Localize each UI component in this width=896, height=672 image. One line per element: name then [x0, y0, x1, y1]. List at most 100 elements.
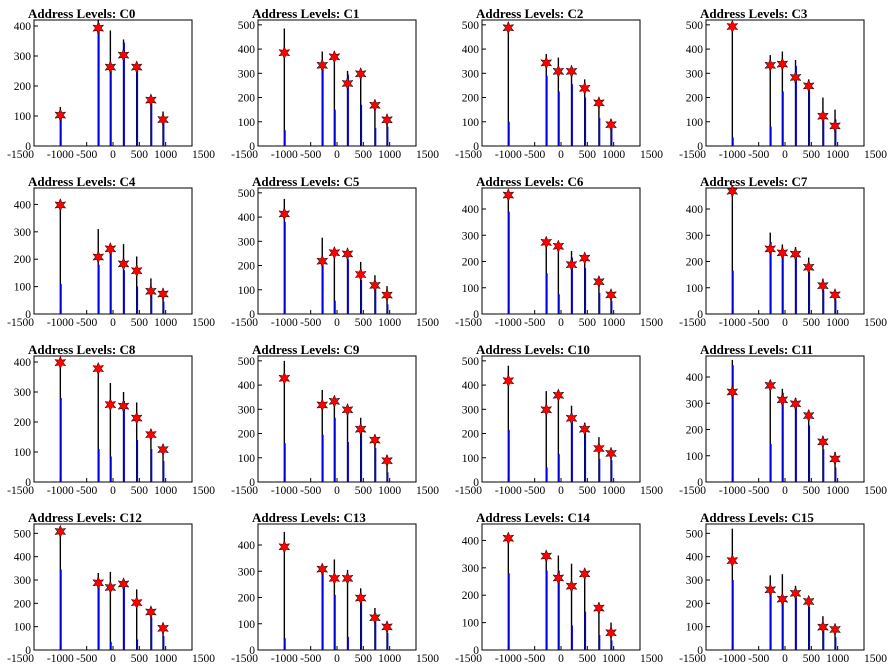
red-star-marker — [764, 582, 777, 597]
red-star-marker — [354, 267, 367, 282]
red-star-marker — [316, 58, 329, 73]
red-star-marker — [92, 575, 105, 590]
y-tick-label: 200 — [238, 429, 256, 441]
red-star-marker — [502, 373, 515, 388]
plot-frame — [481, 355, 641, 483]
x-tick-label: 1500 — [864, 485, 887, 497]
red-star-marker — [316, 254, 329, 269]
red-star-marker — [144, 427, 157, 442]
plot-frame — [33, 19, 193, 147]
plot-frame — [481, 19, 641, 147]
chart-plot: 0 100 200 300 400 500 -1500 -1000 -500 0 500 1000 15… — [7, 523, 215, 665]
red-star-marker — [157, 112, 169, 127]
y-tick-label: 200 — [238, 261, 256, 273]
red-star-marker — [726, 19, 739, 34]
x-tick-label: 1000 — [378, 653, 401, 665]
y-tick-label: 0 — [473, 141, 479, 153]
x-tick-label: 1500 — [416, 653, 439, 665]
x-tick-label: 500 — [355, 653, 373, 665]
chart-panel: 0 100 200 300 400 -1500 -1000 -500 0 500 1000 1500 A… — [672, 336, 896, 504]
x-tick-label: -1500 — [679, 149, 706, 161]
x-tick-label: 1500 — [640, 149, 663, 161]
x-tick-label: 1000 — [826, 149, 849, 161]
y-tick-label: 0 — [473, 309, 479, 321]
chart-plot: 0 100 200 300 400 -1500 -1000 -500 0 500 1000 1500 — [455, 523, 663, 665]
y-tick-label: 200 — [14, 81, 32, 93]
x-tick-label: 500 — [803, 653, 821, 665]
y-tick-label: 200 — [238, 593, 256, 605]
y-tick-label: 200 — [686, 598, 704, 610]
red-star-marker — [278, 207, 291, 221]
chart-title: Address Levels: C10 — [476, 342, 590, 357]
chart-panel: 0 100 200 300 400 -1500 -1000 -500 0 500 1000 1500 A… — [0, 0, 224, 168]
y-tick-label: 400 — [686, 44, 704, 56]
red-star-marker — [104, 241, 117, 256]
y-tick-label: 100 — [14, 622, 32, 634]
x-tick-label: -1500 — [231, 653, 258, 665]
y-tick-label: 0 — [249, 477, 255, 489]
red-star-marker — [117, 256, 130, 271]
x-tick-label: -500 — [300, 485, 321, 497]
y-tick-label: 200 — [686, 257, 704, 269]
x-tick-label: 1000 — [154, 317, 177, 329]
y-tick-label: 0 — [25, 645, 31, 657]
red-star-marker — [802, 408, 815, 423]
y-tick-label: 0 — [697, 477, 703, 489]
x-tick-label: 1000 — [154, 149, 177, 161]
chart-panel: 0 100 200 300 400 -1500 -1000 -500 0 500 1000 1500 A… — [448, 504, 672, 672]
chart-plot: 0 100 200 300 400 500 -1500 -1000 -500 0 500 1000 15… — [455, 19, 663, 161]
y-tick-label: 400 — [238, 212, 256, 224]
x-tick-label: -500 — [300, 317, 321, 329]
chart-title: Address Levels: C9 — [252, 342, 360, 357]
chart-title: Address Levels: C3 — [700, 6, 808, 21]
chart-panel: 0 100 200 300 400 500 -1500 -1000 -500 0 500 1000 15… — [448, 336, 672, 504]
red-star-marker — [144, 93, 157, 107]
y-tick-label: 200 — [462, 257, 480, 269]
y-tick-label: 0 — [697, 141, 703, 153]
x-tick-label: 1500 — [192, 653, 215, 665]
x-tick-label: 500 — [803, 317, 821, 329]
red-star-marker — [278, 539, 291, 554]
y-tick-label: 300 — [238, 404, 256, 416]
chart-title: Address Levels: C15 — [700, 510, 814, 525]
y-tick-label: 200 — [462, 429, 480, 441]
red-star-marker — [278, 45, 291, 60]
x-tick-label: 1500 — [192, 149, 215, 161]
red-star-marker — [92, 21, 105, 35]
x-tick-label: -1000 — [47, 653, 74, 665]
red-star-marker — [104, 60, 117, 74]
red-star-marker — [829, 622, 841, 637]
red-star-marker — [104, 580, 117, 595]
x-tick-label: -500 — [748, 149, 769, 161]
x-tick-label: -1000 — [719, 485, 746, 497]
chart-title: Address Levels: C1 — [252, 6, 360, 21]
chart-title: Address Levels: C0 — [28, 6, 136, 21]
red-star-marker — [578, 422, 591, 437]
red-star-marker — [552, 388, 565, 403]
y-tick-label: 100 — [14, 282, 32, 294]
x-tick-label: -1500 — [231, 485, 258, 497]
red-star-marker — [157, 621, 169, 636]
x-tick-label: -1500 — [231, 317, 258, 329]
y-tick-label: 0 — [473, 477, 479, 489]
red-star-marker — [117, 48, 130, 62]
x-tick-label: 0 — [110, 485, 116, 497]
x-tick-label: -1000 — [495, 485, 522, 497]
red-star-marker — [592, 441, 605, 456]
x-tick-label: 0 — [782, 653, 788, 665]
y-tick-label: 400 — [238, 540, 256, 552]
chart-plot: 0 100 200 300 400 500 -1500 -1000 -500 0 500 1000 15… — [231, 187, 439, 329]
chart-title: Address Levels: C14 — [476, 510, 590, 525]
y-tick-label: 300 — [462, 230, 480, 242]
x-tick-label: -500 — [524, 485, 545, 497]
red-star-marker — [552, 64, 565, 79]
y-tick-label: 100 — [14, 111, 32, 123]
chart-plot: 0 100 200 300 400 500 -1500 -1000 -500 0 500 1000 15… — [231, 355, 439, 497]
chart-title: Address Levels: C4 — [28, 174, 136, 189]
red-star-marker — [341, 247, 354, 261]
red-star-marker — [816, 434, 829, 449]
x-tick-label: -1500 — [679, 485, 706, 497]
chart-plot: 0 100 200 300 400 -1500 -1000 -500 0 500 1000 1500 — [231, 523, 439, 665]
y-tick-label: 400 — [462, 204, 480, 216]
